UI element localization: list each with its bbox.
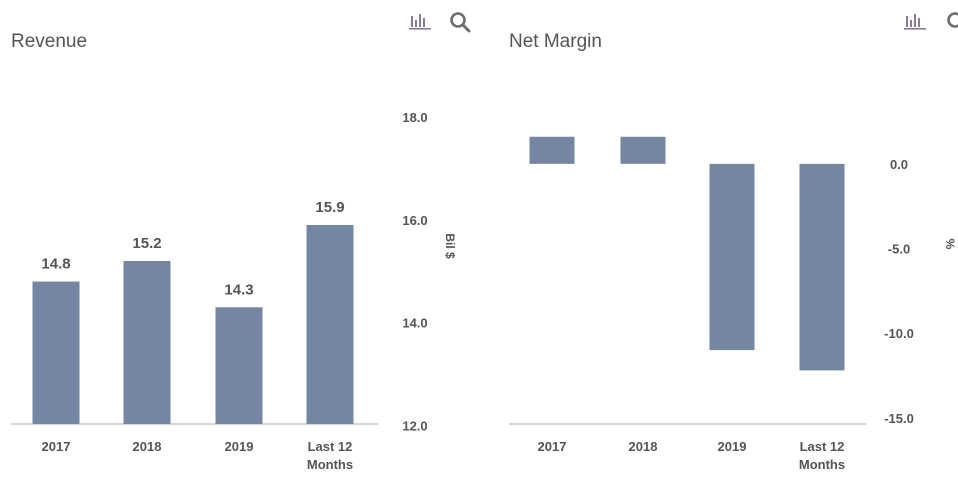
data-label: 14.8 — [41, 256, 70, 273]
data-label: 15.9 — [315, 199, 344, 216]
x-tick-label: 2018 — [629, 439, 658, 454]
y-axis-label: Bil $ — [443, 233, 457, 259]
x-tick-label: Months — [799, 457, 845, 472]
search-icon[interactable] — [448, 10, 472, 39]
x-tick-label: Last 12 — [308, 439, 353, 454]
bar-chart-icon[interactable] — [903, 10, 927, 37]
y-tick-label: 12.0 — [402, 419, 427, 434]
bar-chart-icon[interactable] — [408, 10, 432, 37]
search-icon[interactable] — [945, 10, 958, 39]
x-tick-label: Months — [307, 457, 353, 472]
x-tick-label: 2017 — [42, 439, 71, 454]
y-tick-label: -15.0 — [884, 411, 914, 426]
bar — [123, 261, 171, 424]
net-margin-panel: Net Margin 2017 2018 2019 Last 12 Months -15.… — [479, 0, 958, 486]
bar — [215, 307, 263, 424]
revenue-panel: Revenue 14.8 2017 15.2 2018 14.3 2019 15.9 Last… — [11, 10, 472, 472]
x-tick-label: 2019 — [718, 439, 747, 454]
y-tick-label: -10.0 — [884, 326, 914, 341]
y-axis-label: % — [943, 239, 957, 250]
x-tick-label: 2018 — [133, 439, 162, 454]
bar — [620, 136, 666, 164]
data-label: 14.3 — [224, 281, 253, 298]
bar — [529, 136, 575, 164]
x-tick-label: 2017 — [538, 439, 567, 454]
chart-title: Revenue — [11, 31, 88, 52]
y-tick-label: -5.0 — [888, 242, 910, 257]
bar — [709, 163, 755, 351]
bar — [799, 163, 845, 371]
x-tick-label: Last 12 — [800, 439, 845, 454]
y-tick-label: 18.0 — [402, 110, 427, 125]
y-tick-label: 0.0 — [890, 157, 908, 172]
y-tick-label: 16.0 — [402, 213, 427, 228]
bar — [306, 225, 354, 424]
x-tick-label: 2019 — [225, 439, 254, 454]
data-label: 15.2 — [132, 235, 161, 252]
chart-title: Net Margin — [509, 31, 602, 52]
bar — [32, 281, 80, 424]
net-margin-chart: 2017 2018 2019 Last 12 Months -15.0 -10.0 -5.0 0… — [509, 136, 957, 472]
y-tick-label: 14.0 — [402, 316, 427, 331]
revenue-chart: 14.8 2017 15.2 2018 14.3 2019 15.9 Last 12 Month… — [11, 110, 457, 472]
